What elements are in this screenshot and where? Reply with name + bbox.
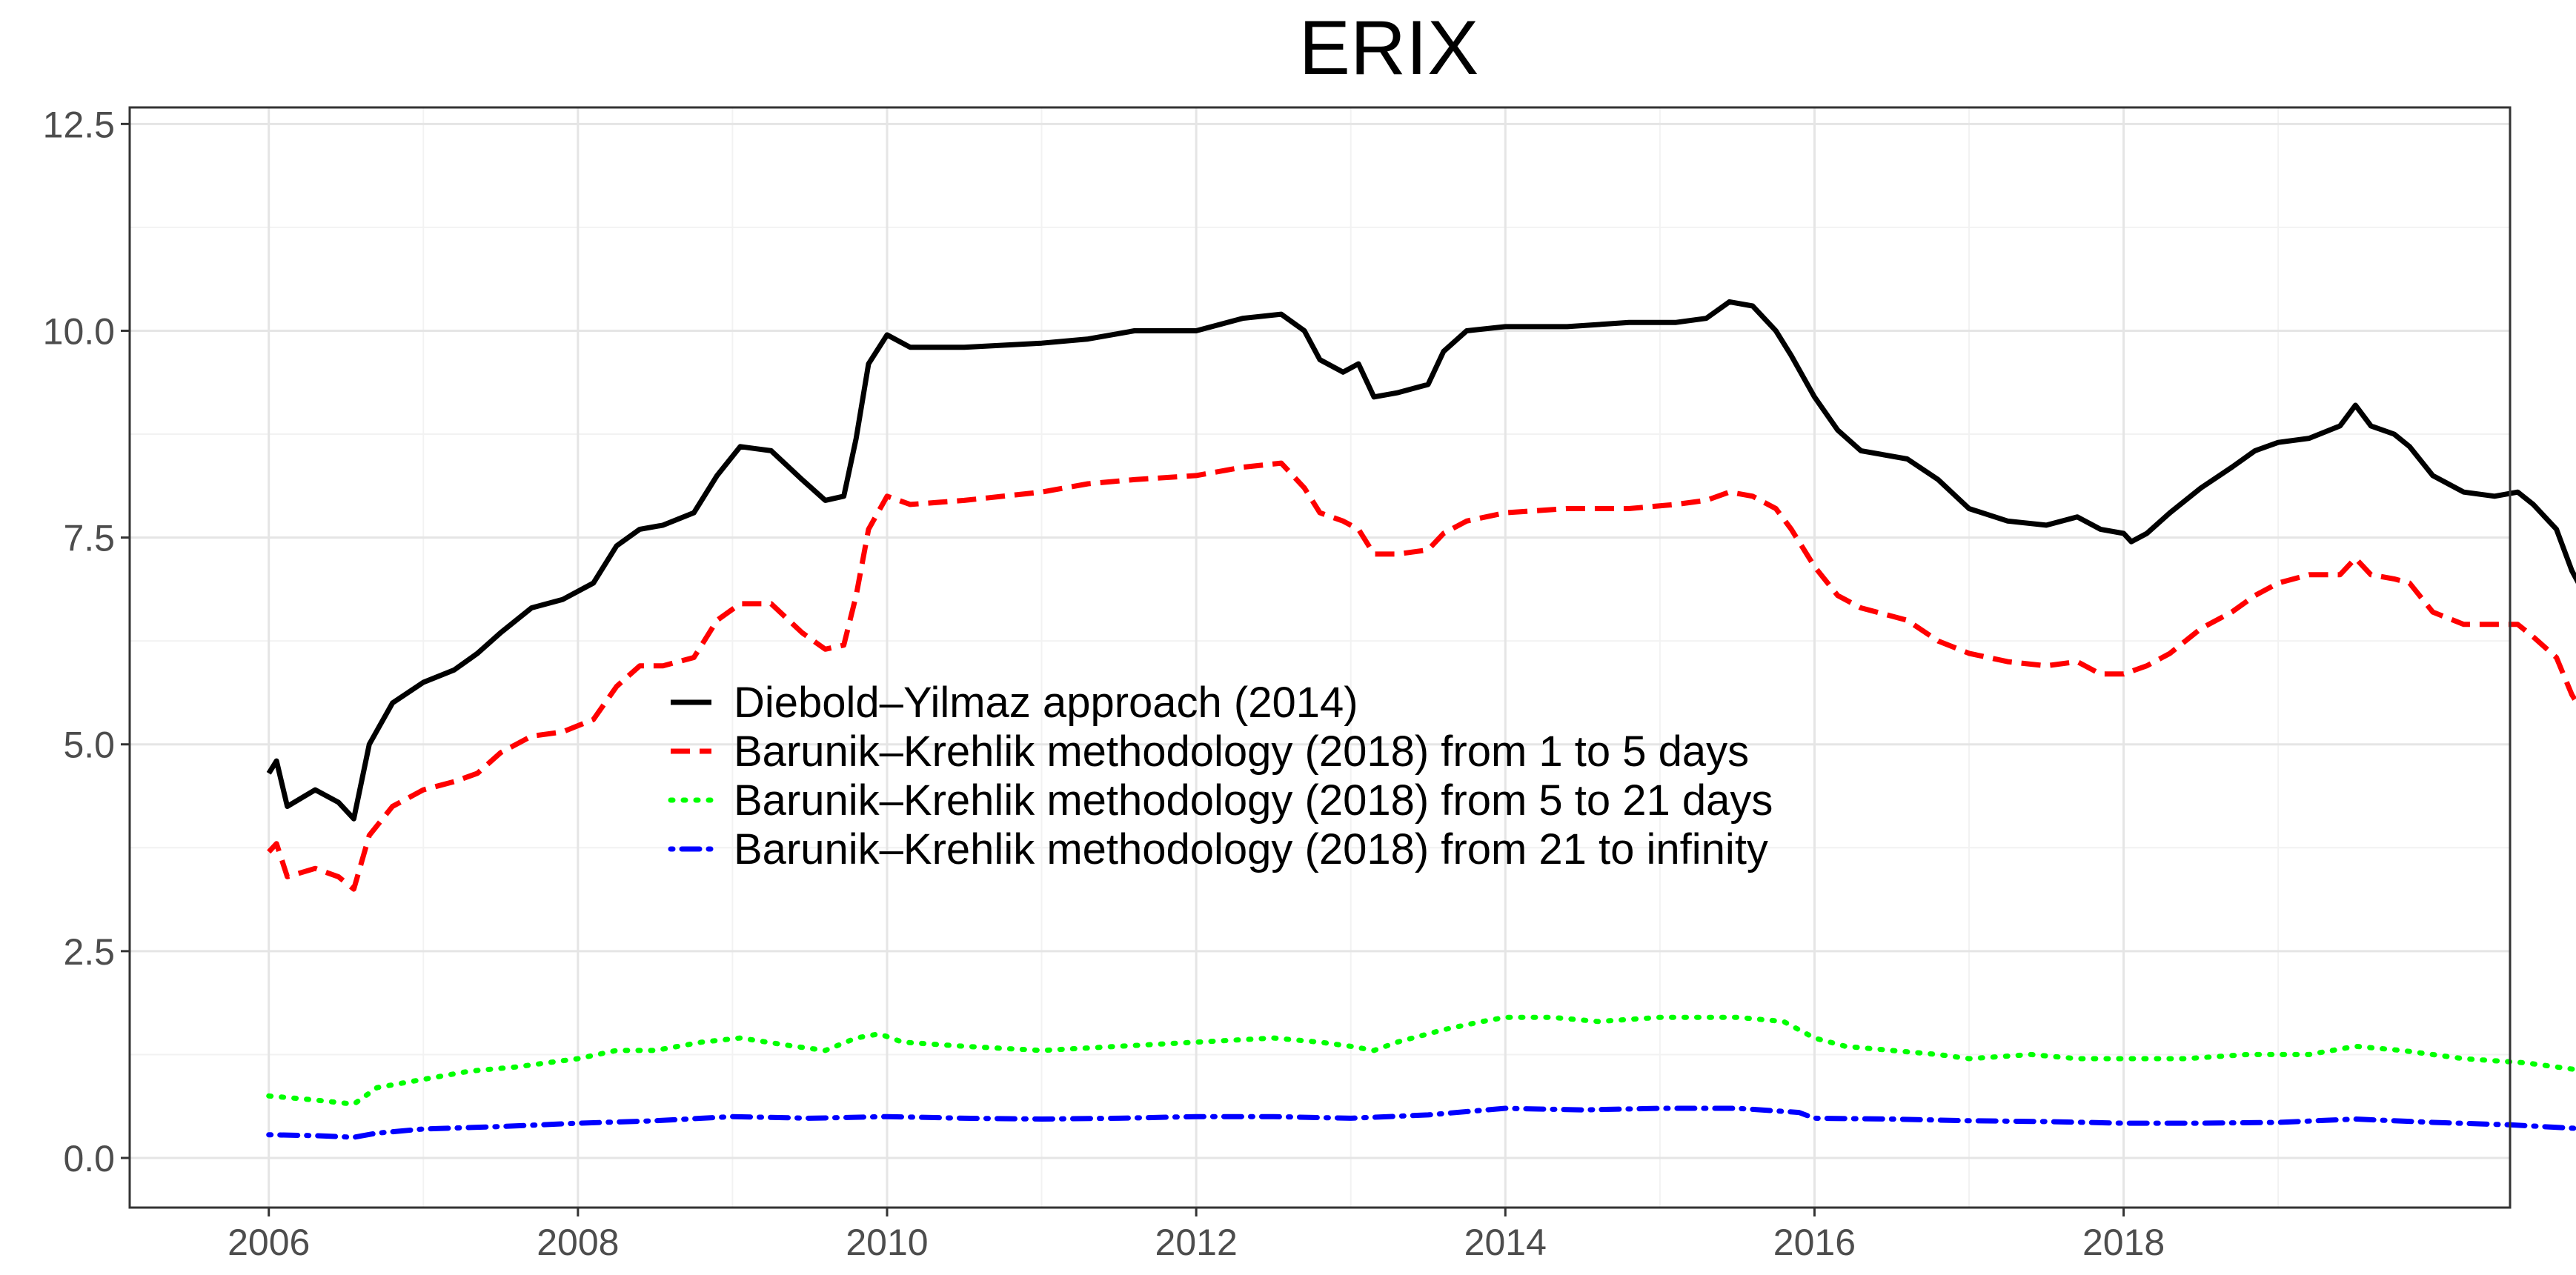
minor-gridlines [130,107,2510,1208]
series-line-4 [266,1105,2576,1140]
y-tick-label: 5.0 [63,725,115,766]
x-tick-label: 2016 [1773,1222,1856,1263]
y-tick-label: 0.0 [63,1138,115,1179]
x-tick-label: 2008 [537,1222,619,1263]
legend: Diebold–Yilmaz approach (2014)Barunik–Kr… [668,679,1773,873]
series-layer [266,299,2576,1140]
plot-panel-border [128,106,2512,1209]
legend-label-3: Barunik–Krehlik methodology (2018) from … [734,776,1773,825]
series-line-1 [266,299,2576,822]
series-line-2 [267,460,2576,892]
chart-title: ERIX [1299,5,1479,91]
y-tick-label: 10.0 [43,310,115,352]
legend-label-1: Diebold–Yilmaz approach (2014) [734,679,1358,727]
major-gridlines [130,107,2510,1208]
series-line-3 [266,1014,2576,1107]
y-tick-label: 12.5 [43,104,115,145]
x-tick-label: 2006 [228,1222,310,1263]
legend-label-4: Barunik–Krehlik methodology (2018) from … [734,825,1768,873]
x-tick-label: 2018 [2082,1222,2165,1263]
x-tick-label: 2014 [1464,1222,1547,1263]
y-axis: 0.0 2.5 5.0 7.5 10.0 12.5 [43,104,130,1179]
y-tick-label: 2.5 [63,931,115,973]
x-tick-label: 2010 [846,1222,928,1263]
x-axis: 2006 2008 2010 2012 2014 2016 2018 [228,1208,2165,1263]
y-tick-label: 7.5 [63,518,115,559]
legend-label-2: Barunik–Krehlik methodology (2018) from … [734,728,1749,776]
x-tick-label: 2012 [1155,1222,1238,1263]
